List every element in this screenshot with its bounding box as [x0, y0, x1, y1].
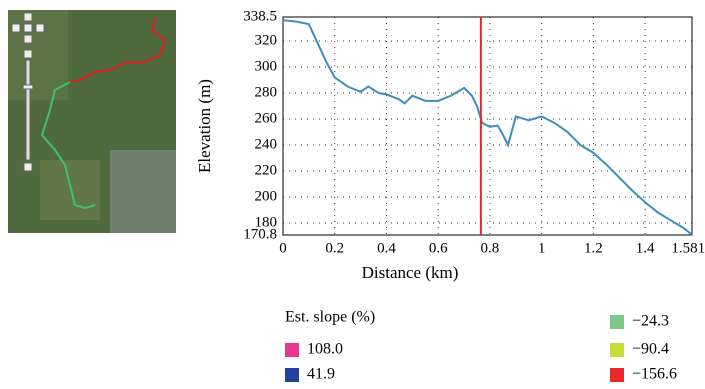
- y-tick-label: 260: [255, 110, 278, 126]
- legend-title: Est. slope (%): [285, 309, 375, 326]
- zoom-in[interactable]: [24, 50, 32, 58]
- x-tick-label: 0.8: [481, 240, 500, 256]
- x-tick-label: 1.4: [636, 240, 655, 256]
- zoom-handle[interactable]: [23, 85, 33, 89]
- legend-label: −24.3: [632, 313, 669, 330]
- chart: Distance (km) Elevation (m) Est. slope (…: [0, 0, 705, 389]
- y-axis-label: Elevation (m): [195, 79, 214, 173]
- x-tick-label: 0.4: [377, 240, 396, 256]
- legend-swatch: [285, 343, 299, 357]
- legend-label: −156.6: [632, 366, 677, 383]
- zoom-out[interactable]: [24, 163, 32, 171]
- x-axis-label: Distance (km): [362, 263, 459, 282]
- legend-label: 108.0: [307, 341, 343, 358]
- map-area: [40, 160, 100, 220]
- y-tick-label: 338.5: [243, 8, 277, 24]
- legend-swatch: [285, 368, 299, 382]
- x-tick-label: 0: [279, 240, 287, 256]
- x-tick-label: 1.2: [584, 240, 603, 256]
- y-tick-label: 240: [255, 136, 278, 152]
- y-tick-label: 220: [255, 162, 278, 178]
- legend-swatch: [610, 368, 624, 382]
- zoom-slider[interactable]: [26, 60, 30, 160]
- y-tick-label: 300: [255, 58, 278, 74]
- x-tick-label: 0.6: [429, 240, 448, 256]
- y-tick-label: 280: [255, 84, 278, 100]
- legend-label: −90.4: [632, 341, 669, 358]
- y-tick-label: 180: [255, 214, 278, 230]
- map-thumbnail: [8, 10, 176, 233]
- y-tick-label: 200: [255, 188, 278, 204]
- pan-control[interactable]: [36, 24, 44, 32]
- x-tick-label: 0.2: [325, 240, 344, 256]
- elevation-line: [283, 20, 692, 234]
- map-area: [110, 150, 176, 233]
- pan-control[interactable]: [24, 35, 32, 43]
- legend-swatch: [610, 315, 624, 329]
- zoom-control[interactable]: [24, 13, 32, 21]
- legend-swatch: [610, 343, 624, 357]
- x-tick-label: 1: [538, 240, 546, 256]
- pan-control[interactable]: [12, 24, 20, 32]
- y-tick-label: 320: [255, 32, 278, 48]
- x-tick-label: 1.5812: [671, 240, 705, 256]
- pan-control[interactable]: [24, 24, 32, 32]
- legend-label: 41.9: [307, 366, 335, 383]
